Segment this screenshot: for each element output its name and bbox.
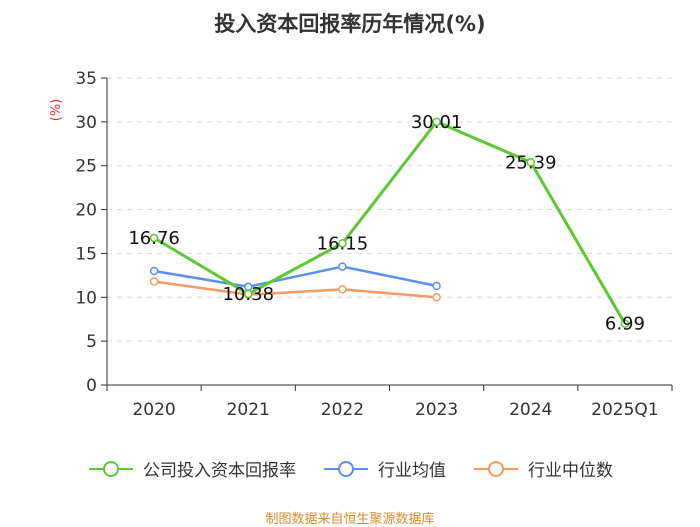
x-tick-label: 2024 <box>509 400 552 420</box>
y-axis-unit: (%) <box>49 99 64 122</box>
x-tick-label: 2020 <box>132 400 175 420</box>
legend-item-company[interactable]: 公司投入资本回报率 <box>87 456 296 481</box>
x-tick-label: 2023 <box>415 400 458 420</box>
legend-item-industry-median[interactable]: 行业中位数 <box>472 456 613 481</box>
data-point <box>620 319 630 328</box>
chart-title: 投入资本回报率历年情况(%) <box>214 12 486 36</box>
label-layer: 16.76 10.38 16.15 30.01 25.39 6.99 <box>128 112 645 335</box>
grid-layer <box>107 77 672 342</box>
data-point <box>432 293 441 302</box>
series-line-0 <box>153 120 627 325</box>
legend-marker-company <box>89 460 133 477</box>
legend-label-company: 公司投入资本回报率 <box>143 461 296 481</box>
y-tick-label: 15 <box>75 244 97 264</box>
y-tick-label: 30 <box>75 113 97 133</box>
y-tick-label: 35 <box>75 69 97 89</box>
legend-marker-industry-mean <box>324 460 368 477</box>
y-tick-label: 5 <box>86 332 97 352</box>
data-point <box>149 277 159 286</box>
y-tick-label: 10 <box>75 288 97 308</box>
legend-marker-industry-median <box>474 460 518 477</box>
data-point <box>526 158 535 167</box>
data-label: 10.38 <box>222 284 274 305</box>
legend-label-industry-mean: 行业均值 <box>378 461 446 481</box>
data-point <box>338 239 347 248</box>
data-label: 6.99 <box>605 314 645 335</box>
series-line-2 <box>153 280 437 299</box>
line-chart: 0 5 10 15 20 25 30 35 (%) 2020 2021 2022 2023 2024 202… <box>49 69 673 420</box>
legend-label-industry-median: 行业中位数 <box>528 461 613 481</box>
data-point <box>338 285 347 294</box>
data-point <box>338 262 347 271</box>
data-label: 16.15 <box>317 233 369 254</box>
y-tick-label: 20 <box>75 201 97 221</box>
source-note: 制图数据来自恒生聚源数据库 <box>265 512 435 527</box>
series-layer <box>149 117 630 328</box>
data-label: 25.39 <box>505 152 557 173</box>
legend-item-industry-mean[interactable]: 行业均值 <box>322 456 446 481</box>
series-line-1 <box>153 265 437 289</box>
data-point <box>432 281 441 291</box>
data-point <box>432 117 441 127</box>
data-point <box>149 233 159 243</box>
x-tick-label: 2021 <box>227 400 270 420</box>
y-tick-label: 0 <box>86 376 97 396</box>
x-tick-label: 2025Q1 <box>591 400 658 420</box>
data-point <box>244 289 253 299</box>
data-point <box>149 266 159 276</box>
data-label: 30.01 <box>411 112 463 133</box>
axis-layer: 0 5 10 15 20 25 30 35 (%) 2020 2021 2022 2023 2024 202… <box>49 69 673 420</box>
y-tick-label: 25 <box>75 157 97 177</box>
x-tick-label: 2022 <box>321 400 364 420</box>
legend: 公司投入资本回报率 行业均值 行业中位数 <box>0 456 700 481</box>
data-label: 16.76 <box>128 228 180 249</box>
